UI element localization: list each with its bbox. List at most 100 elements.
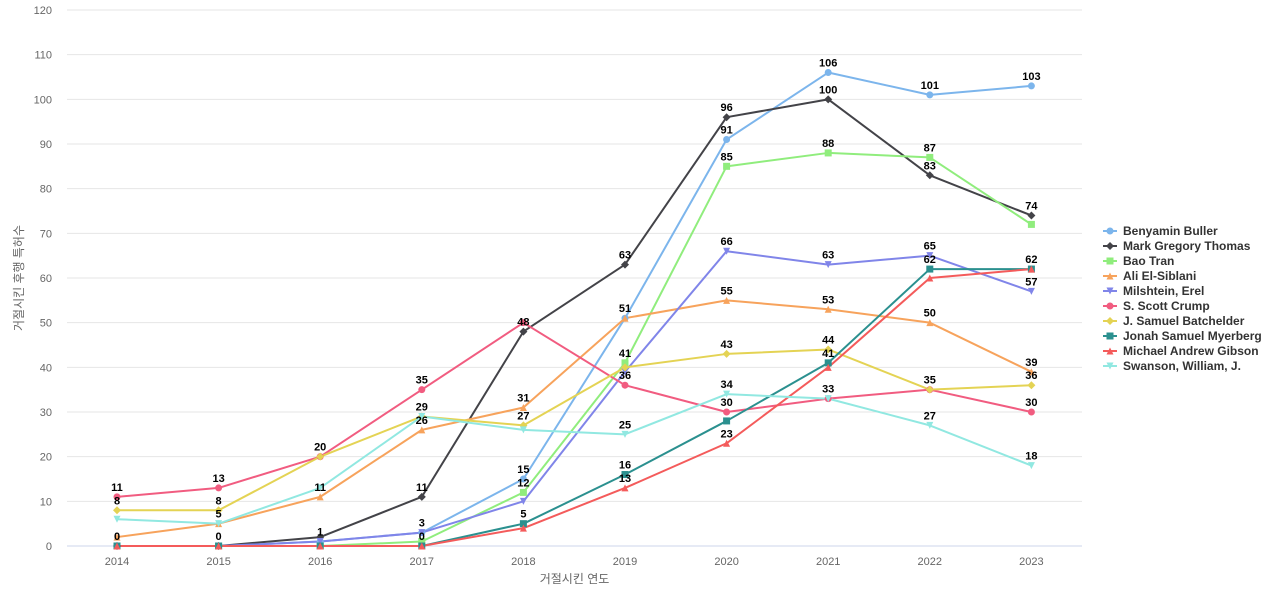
data-label: 41 (619, 348, 631, 360)
data-point (417, 492, 426, 501)
data-label: 100 (819, 84, 837, 96)
y-axis-title: 거절시킨 후행 특허수 (11, 225, 26, 331)
data-label: 20 (314, 442, 326, 454)
data-point (723, 162, 731, 170)
legend-label: Mark Gregory Thomas (1123, 239, 1251, 253)
legend-label: Benyamin Buller (1123, 224, 1218, 238)
y-tick-label: 10 (40, 496, 52, 508)
data-point (113, 506, 121, 515)
legend-marker (1106, 302, 1114, 310)
x-axis-title: 거절시킨 연도 (540, 572, 610, 586)
data-point (723, 417, 731, 425)
data-label: 1 (317, 527, 323, 539)
legend-marker (1106, 257, 1114, 265)
data-point (824, 345, 833, 354)
y-tick-label: 70 (40, 228, 52, 240)
data-label: 63 (619, 250, 631, 262)
x-tick-label: 2018 (511, 556, 535, 568)
data-point (519, 497, 527, 505)
series-line (117, 348, 1032, 512)
data-label: 5 (520, 509, 526, 521)
legend-item[interactable]: Milshtein, Erel (1103, 284, 1204, 298)
legend-marker (1106, 287, 1114, 295)
data-point (418, 412, 426, 420)
data-point (519, 319, 527, 327)
series-line (117, 151, 1032, 547)
data-label: 0 (114, 531, 120, 543)
data-label: 63 (822, 250, 834, 262)
legend-marker (1106, 347, 1114, 355)
data-point (215, 520, 223, 528)
data-label: 36 (619, 370, 631, 382)
data-point (1027, 381, 1036, 390)
x-tick-label: 2015 (206, 556, 230, 568)
series-line (116, 321, 1032, 498)
data-point (113, 493, 121, 501)
y-tick-label: 120 (34, 5, 52, 17)
legend-label: Swanson, William, J. (1123, 359, 1241, 373)
data-label: 15 (517, 464, 529, 476)
data-label: 5 (216, 509, 222, 521)
data-point (723, 136, 731, 144)
data-label: 74 (1025, 200, 1038, 212)
data-point (519, 524, 527, 532)
legend-item[interactable]: Mark Gregory Thomas (1103, 239, 1251, 253)
data-label: 88 (822, 138, 834, 150)
data-label: 13 (212, 473, 224, 485)
data-label: 62 (924, 254, 936, 266)
legend-marker (1106, 227, 1114, 235)
data-point (1027, 82, 1035, 90)
y-tick-label: 30 (40, 407, 52, 419)
data-label: 30 (720, 397, 732, 409)
data-point (926, 91, 934, 99)
data-label: 85 (720, 151, 732, 163)
data-point (824, 305, 832, 313)
legend-label: Jonah Samuel Myerberg (1123, 329, 1262, 343)
data-label: 35 (924, 375, 936, 387)
legend-item[interactable]: Jonah Samuel Myerberg (1103, 329, 1262, 343)
data-point (621, 381, 629, 389)
data-point (113, 533, 121, 541)
legend-item[interactable]: Swanson, William, J. (1103, 359, 1241, 373)
data-point (621, 430, 629, 438)
data-point (519, 327, 528, 336)
data-point (519, 520, 527, 528)
data-label: 53 (822, 294, 834, 306)
data-label: 91 (720, 125, 732, 137)
data-point (722, 349, 731, 358)
data-point (215, 542, 223, 550)
data-label: 44 (822, 334, 835, 346)
data-label: 11 (111, 482, 123, 494)
legend-item[interactable]: Bao Tran (1103, 254, 1174, 268)
data-label: 8 (216, 495, 222, 507)
data-point (824, 363, 832, 371)
data-point (824, 359, 832, 367)
data-label: 66 (720, 236, 732, 248)
data-label: 3 (419, 518, 425, 530)
data-label: 11 (416, 482, 428, 494)
data-label: 27 (924, 410, 936, 422)
legend-item[interactable]: J. Samuel Batchelder (1103, 314, 1245, 328)
data-point (723, 296, 731, 304)
data-label: 101 (921, 80, 939, 92)
legend-marker (1106, 332, 1114, 340)
data-label: 83 (924, 160, 936, 172)
legend-item[interactable]: Ali El-Siblani (1103, 269, 1196, 283)
data-point (926, 319, 934, 327)
data-point (621, 314, 629, 322)
data-point (1027, 211, 1036, 220)
y-tick-label: 80 (40, 184, 52, 196)
legend-label: J. Samuel Batchelder (1123, 314, 1245, 328)
legend-item[interactable]: S. Scott Crump (1103, 299, 1210, 313)
data-point (1027, 462, 1035, 470)
data-label: 0 (419, 531, 425, 543)
legend-item[interactable]: Benyamin Buller (1103, 224, 1218, 238)
legend-item[interactable]: Michael Andrew Gibson (1103, 344, 1259, 358)
data-label: 12 (517, 477, 529, 489)
data-point (1027, 220, 1035, 228)
data-point (824, 95, 833, 104)
legend-label: Ali El-Siblani (1123, 269, 1196, 283)
data-point (722, 113, 731, 122)
data-point (519, 426, 527, 434)
